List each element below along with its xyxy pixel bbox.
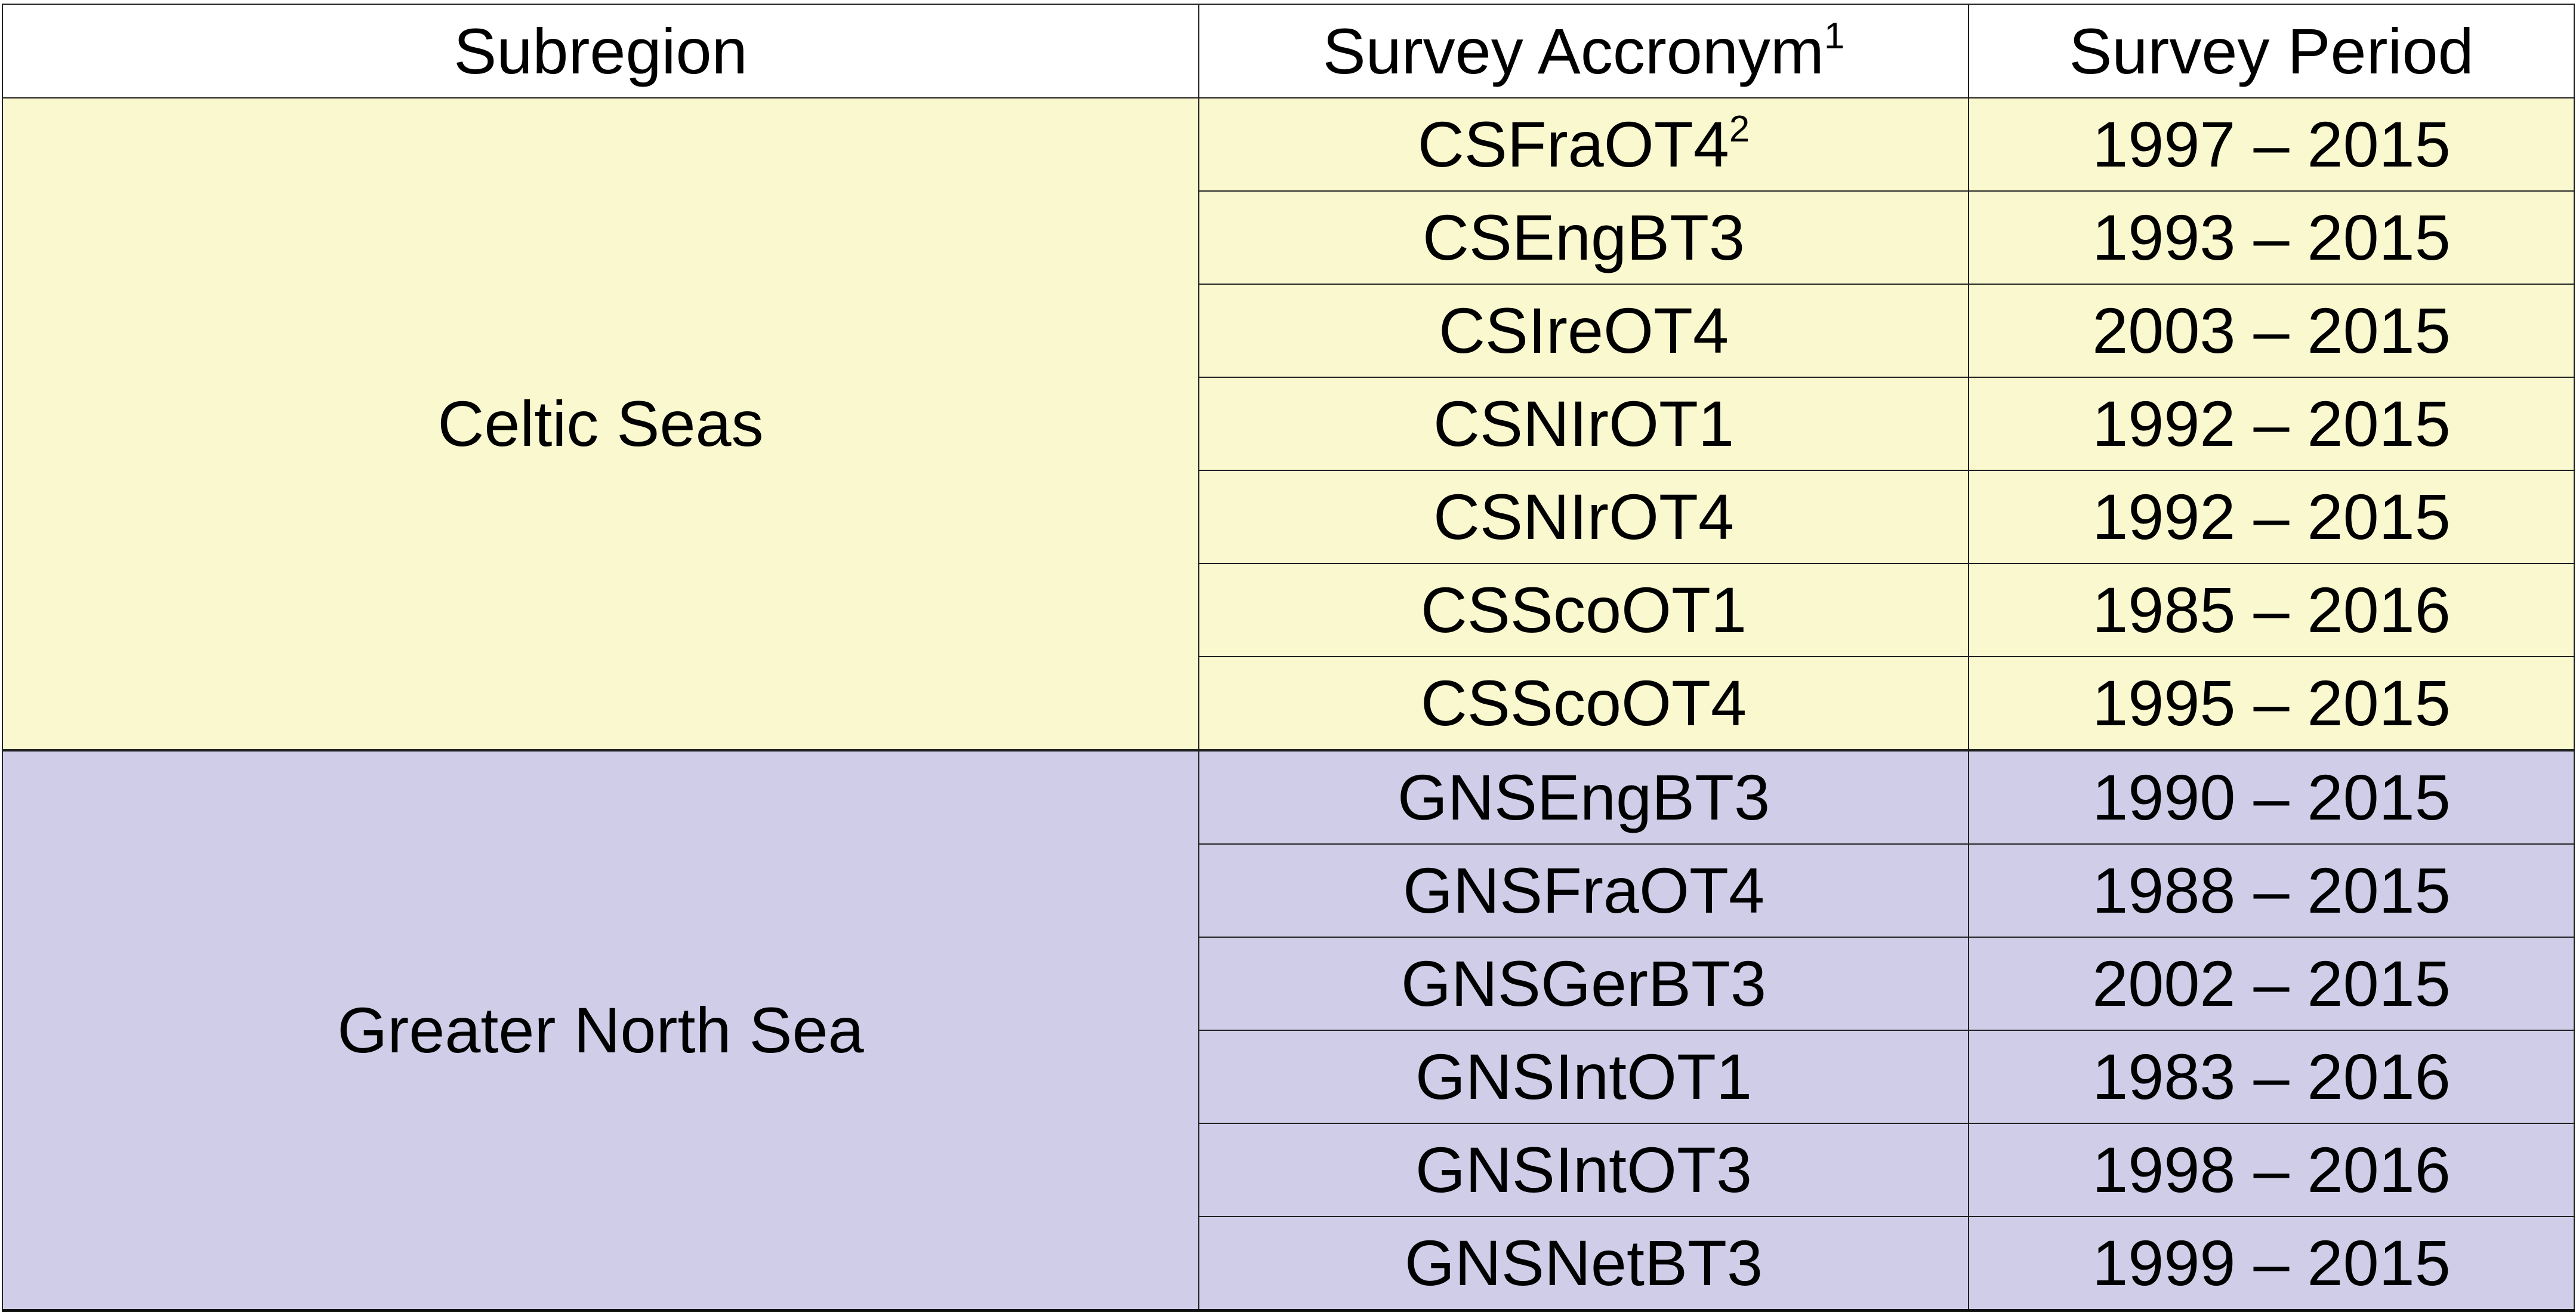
subregion-cell: Greater North Sea — [2, 749, 1199, 1311]
header-period: Survey Period — [1968, 4, 2575, 98]
period-cell: 1993 – 2015 — [1968, 190, 2575, 285]
period-cell: 1995 – 2015 — [1968, 656, 2575, 751]
table-row: GNSIntOT3 1998 – 2016 — [2, 1123, 2575, 1217]
table-row: GNSGerBT3 2002 – 2015 — [2, 937, 2575, 1031]
period-cell: 2003 – 2015 — [1968, 284, 2575, 378]
acronym-text: CSScoOT1 — [1420, 574, 1747, 646]
acronym-cell: CSIreOT4 — [1198, 284, 1969, 378]
acronym-cell: CSEngBT3 — [1198, 190, 1969, 285]
acronym-text: CSScoOT4 — [1420, 667, 1747, 739]
period-cell: 1997 – 2015 — [1968, 97, 2575, 192]
acronym-text: GNSFraOT4 — [1402, 854, 1765, 926]
subregion-cell: Celtic Seas — [2, 97, 1199, 751]
table-row: GNSNetBT3 1999 – 2015 — [2, 1216, 2575, 1311]
footnote-marker: 1 — [1824, 15, 1845, 57]
period-cell: 1988 – 2015 — [1968, 843, 2575, 938]
period-cell: 1983 – 2016 — [1968, 1030, 2575, 1124]
acronym-text: CSNIrOT4 — [1433, 481, 1735, 553]
table-row: CSNIrOT1 1992 – 2015 — [2, 377, 2575, 471]
acronym-cell: CSScoOT1 — [1198, 563, 1969, 657]
survey-table: Subregion Survey Accronym1 Survey Period… — [2, 4, 2575, 1312]
acronym-text: CSFraOT4 — [1417, 108, 1729, 180]
header-acronym: Survey Accronym1 — [1198, 4, 1969, 98]
table-row: CSNIrOT4 1992 – 2015 — [2, 470, 2575, 564]
period-cell: 1998 – 2016 — [1968, 1123, 2575, 1217]
acronym-cell: CSNIrOT4 — [1198, 470, 1969, 564]
acronym-cell: GNSGerBT3 — [1198, 937, 1969, 1031]
acronym-cell: CSFraOT42 — [1198, 97, 1969, 192]
acronym-text: GNSIntOT3 — [1415, 1134, 1753, 1206]
acronym-text: GNSGerBT3 — [1400, 947, 1767, 1020]
period-cell: 1992 – 2015 — [1968, 377, 2575, 471]
acronym-text: CSIreOT4 — [1438, 294, 1729, 367]
acronym-text: CSNIrOT1 — [1433, 387, 1735, 460]
acronym-cell: GNSIntOT1 — [1198, 1030, 1969, 1124]
table-row: CSScoOT4 1995 – 2015 — [2, 656, 2575, 751]
table-row: CSEngBT3 1993 – 2015 — [2, 190, 2575, 285]
acronym-text: CSEngBT3 — [1422, 201, 1745, 273]
acronym-cell: GNSEngBT3 — [1198, 749, 1969, 845]
table-row: CSScoOT1 1985 – 2016 — [2, 563, 2575, 657]
acronym-cell: GNSIntOT3 — [1198, 1123, 1969, 1217]
acronym-cell: GNSFraOT4 — [1198, 843, 1969, 938]
period-cell: 1990 – 2015 — [1968, 749, 2575, 845]
acronym-cell: CSScoOT4 — [1198, 656, 1969, 751]
period-cell: 1999 – 2015 — [1968, 1216, 2575, 1311]
table-row: Celtic Seas CSFraOT42 1997 – 2015 — [2, 97, 2575, 751]
acronym-cell: CSNIrOT1 — [1198, 377, 1969, 471]
table-row: CSIreOT4 2003 – 2015 — [2, 284, 2575, 378]
table-row: GNSIntOT1 1983 – 2016 — [2, 1030, 2575, 1124]
footnote-marker: 2 — [1729, 109, 1750, 150]
acronym-text: GNSEngBT3 — [1397, 761, 1770, 833]
period-cell: 1985 – 2016 — [1968, 563, 2575, 657]
header-acronym-label: Survey Accronym — [1322, 14, 1824, 87]
period-cell: 1992 – 2015 — [1968, 470, 2575, 564]
table-row: GNSFraOT4 1988 – 2015 — [2, 843, 2575, 938]
acronym-cell: GNSNetBT3 — [1198, 1216, 1969, 1311]
table-row: Greater North Sea GNSEngBT3 1990 – 2015 — [2, 749, 2575, 1311]
header-row: Subregion Survey Accronym1 Survey Period — [2, 4, 2575, 98]
acronym-text: GNSIntOT1 — [1415, 1040, 1753, 1113]
period-cell: 2002 – 2015 — [1968, 937, 2575, 1031]
acronym-text: GNSNetBT3 — [1404, 1227, 1763, 1299]
header-subregion: Subregion — [2, 4, 1199, 98]
